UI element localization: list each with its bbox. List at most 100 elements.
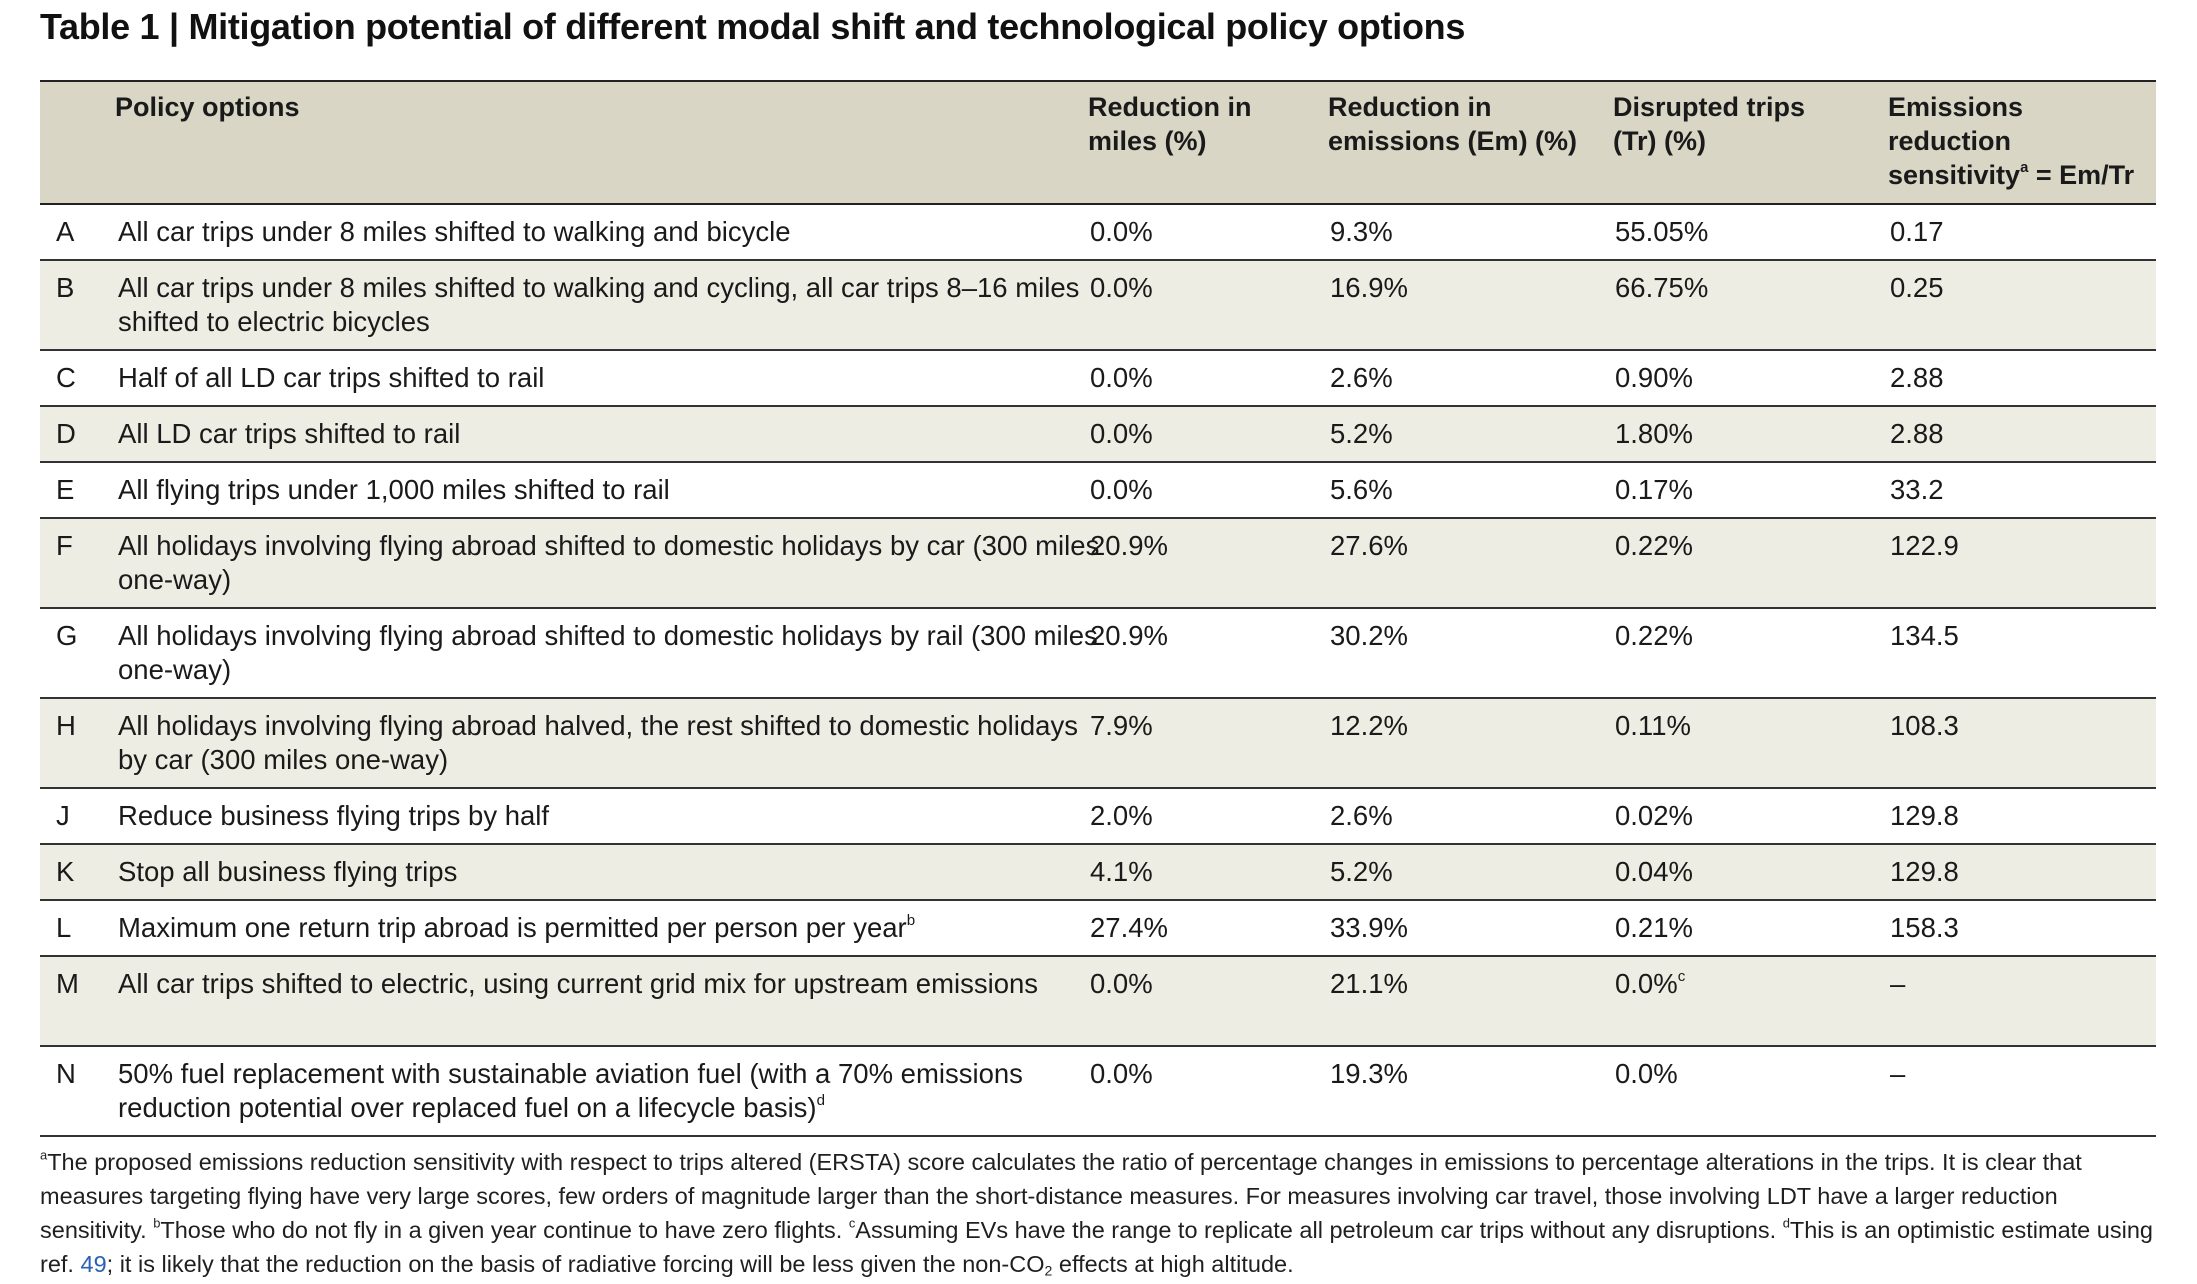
row-policy-option: Stop all business flying trips — [118, 856, 458, 887]
table-row: K Stop all business flying trips 4.1% 5.2% 0… — [40, 845, 2156, 901]
row-reduction-miles: 0.0% — [1090, 272, 1153, 303]
row-emissions-sensitivity: 158.3 — [1890, 912, 1959, 943]
mitigation-table: Policy options Reduction in miles (%) Re… — [40, 80, 2156, 1137]
row-emissions-sensitivity: 108.3 — [1890, 710, 1959, 741]
row-disrupted-trips: 0.0%c — [1615, 967, 1686, 999]
row-letter: N — [56, 1058, 76, 1089]
table-row: L Maximum one return trip abroad is permi… — [40, 901, 2156, 957]
row-reduction-emissions: 33.9% — [1330, 912, 1408, 943]
row-disrupted-trips: 55.05% — [1615, 216, 1709, 247]
row-letter: H — [56, 710, 76, 741]
row-reduction-emissions: 9.3% — [1330, 216, 1393, 247]
row-reduction-miles: 0.0% — [1090, 216, 1153, 247]
header-disrupted-trips: Disrupted trips (Tr) (%) — [1613, 92, 1806, 156]
row-letter: F — [56, 530, 73, 561]
row-disrupted-trips: 0.02% — [1615, 800, 1693, 831]
row-disrupted-trips: 0.04% — [1615, 856, 1693, 887]
row-reduction-miles: 0.0% — [1090, 362, 1153, 393]
footnote-marker: d — [816, 1091, 825, 1109]
header-emissions-sensitivity: Emissions reduction sensitivitya = Em/Tr — [1888, 92, 2135, 190]
reference-link[interactable]: 49 — [80, 1251, 107, 1277]
row-reduction-miles: 0.0% — [1090, 968, 1153, 999]
table-footnote: aThe proposed emissions reduction sensit… — [40, 1147, 2153, 1279]
row-emissions-sensitivity: 33.2 — [1890, 474, 1944, 505]
row-reduction-emissions: 30.2% — [1330, 620, 1408, 651]
row-disrupted-trips: 0.22% — [1615, 530, 1693, 561]
row-emissions-sensitivity: – — [1890, 968, 1906, 999]
row-reduction-emissions: 19.3% — [1330, 1058, 1408, 1089]
row-policy-option: All holidays involving flying abroad shi… — [118, 620, 1098, 685]
row-emissions-sensitivity: 0.17 — [1890, 216, 1944, 247]
row-policy-option: All LD car trips shifted to rail — [118, 418, 461, 449]
row-letter: K — [56, 856, 75, 887]
row-reduction-miles: 2.0% — [1090, 800, 1153, 831]
row-policy-option: 50% fuel replacement with sustainable av… — [118, 1058, 1023, 1123]
row-disrupted-trips: 0.11% — [1615, 710, 1691, 741]
row-policy-option: All flying trips under 1,000 miles shift… — [118, 474, 670, 505]
row-policy-option: Maximum one return trip abroad is permit… — [118, 911, 916, 943]
row-emissions-sensitivity: 0.25 — [1890, 272, 1944, 303]
row-disrupted-trips: 0.17% — [1615, 474, 1693, 505]
table-row: E All flying trips under 1,000 miles shif… — [40, 463, 2156, 519]
row-disrupted-trips: 0.21% — [1615, 912, 1693, 943]
row-reduction-miles: 20.9% — [1090, 620, 1168, 651]
row-reduction-emissions: 27.6% — [1330, 530, 1408, 561]
table-row: D All LD car trips shifted to rail 0.0% 5.2… — [40, 407, 2156, 463]
header-reduction-emissions: Reduction in emissions (Em) (%) — [1328, 92, 1578, 156]
row-emissions-sensitivity: 129.8 — [1890, 856, 1959, 887]
row-reduction-emissions: 5.2% — [1330, 418, 1393, 449]
row-reduction-emissions: 5.6% — [1330, 474, 1393, 505]
table-row: G All holidays involving flying abroad sh… — [40, 609, 2156, 699]
table-header-row: Policy options Reduction in miles (%) Re… — [40, 82, 2156, 205]
row-disrupted-trips: 1.80% — [1615, 418, 1693, 449]
table-row: B All car trips under 8 miles shifted to … — [40, 261, 2156, 351]
row-reduction-emissions: 12.2% — [1330, 710, 1408, 741]
row-reduction-miles: 4.1% — [1090, 856, 1153, 887]
row-emissions-sensitivity: 134.5 — [1890, 620, 1959, 651]
table-row: A All car trips under 8 miles shifted to … — [40, 205, 2156, 261]
row-reduction-miles: 27.4% — [1090, 912, 1168, 943]
row-policy-option: Half of all LD car trips shifted to rail — [118, 362, 545, 393]
row-letter: B — [56, 272, 75, 303]
footnote-marker: b — [906, 911, 916, 929]
row-emissions-sensitivity: 2.88 — [1890, 362, 1944, 393]
row-disrupted-trips: 0.22% — [1615, 620, 1693, 651]
row-reduction-emissions: 2.6% — [1330, 800, 1393, 831]
row-emissions-sensitivity: – — [1890, 1058, 1906, 1089]
row-reduction-emissions: 5.2% — [1330, 856, 1393, 887]
footnote-marker: c — [1677, 967, 1686, 985]
row-reduction-emissions: 21.1% — [1330, 968, 1408, 999]
table-body: A All car trips under 8 miles shifted to … — [40, 205, 2156, 1137]
row-reduction-miles: 0.0% — [1090, 474, 1153, 505]
row-reduction-miles: 7.9% — [1090, 710, 1153, 741]
row-letter: G — [56, 620, 78, 651]
table-row: N 50% fuel replacement with sustainable a… — [40, 1047, 2156, 1137]
row-emissions-sensitivity: 122.9 — [1890, 530, 1959, 561]
row-policy-option: All holidays involving flying abroad shi… — [118, 530, 1100, 595]
row-policy-option: All holidays involving flying abroad hal… — [118, 710, 1078, 775]
table-row: H All holidays involving flying abroad ha… — [40, 699, 2156, 789]
table-row: J Reduce business flying trips by half 2.0… — [40, 789, 2156, 845]
row-reduction-miles: 0.0% — [1090, 418, 1153, 449]
row-reduction-emissions: 16.9% — [1330, 272, 1408, 303]
table-row: F All holidays involving flying abroad sh… — [40, 519, 2156, 609]
row-letter: D — [56, 418, 76, 449]
row-disrupted-trips: 0.90% — [1615, 362, 1693, 393]
table-title: Table 1 | Mitigation potential of differ… — [40, 6, 1466, 47]
row-letter: E — [56, 474, 75, 505]
row-emissions-sensitivity: 2.88 — [1890, 418, 1944, 449]
row-policy-option: All car trips shifted to electric, using… — [118, 968, 1039, 999]
row-policy-option: All car trips under 8 miles shifted to w… — [118, 272, 1080, 337]
row-emissions-sensitivity: 129.8 — [1890, 800, 1959, 831]
row-reduction-miles: 0.0% — [1090, 1058, 1153, 1089]
row-reduction-miles: 20.9% — [1090, 530, 1168, 561]
row-letter: A — [56, 216, 75, 247]
header-policy-options: Policy options — [115, 92, 300, 122]
row-letter: M — [56, 968, 79, 999]
row-letter: C — [56, 362, 76, 393]
header-reduction-miles: Reduction in miles (%) — [1088, 92, 1252, 156]
row-disrupted-trips: 0.0% — [1615, 1058, 1678, 1089]
row-reduction-emissions: 2.6% — [1330, 362, 1393, 393]
row-disrupted-trips: 66.75% — [1615, 272, 1709, 303]
